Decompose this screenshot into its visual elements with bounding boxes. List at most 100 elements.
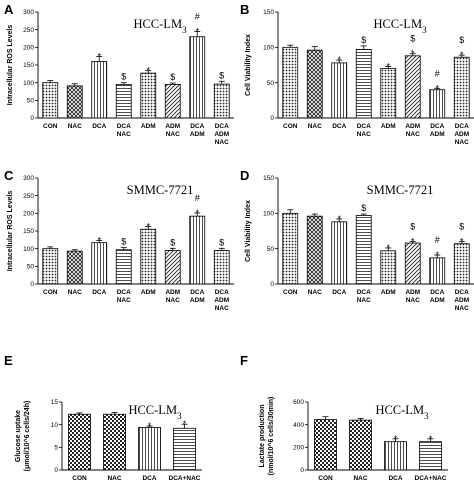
bar [404,242,421,285]
y-tick-label: 300 [23,9,34,16]
y-axis-label: Lactate production [259,404,266,467]
category-label: ADM [165,289,180,296]
significance-marker: * [337,214,341,224]
y-axis-label: Cell Viability Index [245,200,252,262]
y-axis-label-unit: (nmol/10^6 cells/30min) [267,397,275,476]
chart-title: SMMC-7721 [367,183,434,197]
bar [314,419,337,471]
category-label: CON [283,289,298,296]
bar [282,212,299,285]
bar [355,215,372,285]
category-label: ADM [405,289,420,296]
category-label: CON [43,289,58,296]
panel-letter-b: B [240,2,249,17]
bar [66,250,83,285]
significance-marker: # [435,235,440,245]
category-label: CON [283,123,298,130]
category-label: NAC [406,297,420,304]
category-label: DCA [430,289,444,296]
category-label: ADM [430,297,445,304]
y-axis-label: Intracellular ROS Levels [7,191,14,272]
category-label: NAC [117,297,131,304]
category-label: DCA+NAC [415,475,447,482]
bar [164,84,181,119]
category-label: DCA [92,123,106,130]
y-tick-label: 0 [30,281,34,288]
category-label: DCA+NAC [169,475,201,482]
bar [453,56,470,119]
significance-marker: # [435,68,440,78]
y-tick-label: 5 [54,445,58,452]
chart-panel-a: HCC-LM3 0 50 100 150 200 250 300 Intracellular R… [7,9,234,146]
y-tick-label: 100 [263,45,274,52]
significance-marker: * [394,434,398,444]
category-label: DCA [332,123,346,130]
category-label: ADM [454,297,469,304]
bar [189,36,206,119]
chart-title: HCC-LM3 [133,17,187,35]
y-tick-label: 400 [293,422,304,429]
category-label: DCA [117,123,131,130]
significance-marker: * [97,52,101,62]
significance-marker: $ [170,72,175,82]
category-label: DCA [455,289,469,296]
category-label: ADM [430,131,445,138]
significance-marker: * [97,236,101,246]
y-tick-label: 0 [270,115,274,122]
category-label: ADM [165,123,180,130]
bar [429,89,446,119]
significance-marker: * [386,243,390,253]
category-label: CON [72,475,87,482]
y-tick-label: 10 [51,422,59,429]
significance-marker: * [460,237,464,247]
category-label: NAC [166,131,180,138]
y-tick-label: 15 [51,399,59,406]
significance-marker: * [429,434,433,444]
y-tick-label: 150 [263,9,274,16]
bar [68,413,91,471]
significance-marker: * [411,49,415,59]
significance-marker: * [195,26,199,36]
bar [115,84,132,119]
bar [173,427,196,471]
category-label: NAC [68,289,82,296]
bar [213,83,230,119]
y-tick-label: 150 [263,175,274,182]
chart-title: SMMC-7721 [127,183,194,197]
bar [380,250,397,285]
chart-panel-e: HCC-LM3 0 5 10 15 Glucose uptake (μmol/10^6 ce… [15,399,202,482]
y-tick-label: 0 [270,281,274,288]
significance-marker: $ [361,35,366,45]
y-tick-label: 250 [23,193,34,200]
category-label: ADM [190,297,205,304]
bar [419,441,442,471]
category-label: DCA [455,123,469,130]
category-label: ADM [381,289,396,296]
category-label: DCA [388,475,402,482]
significance-marker: $ [121,72,126,82]
significance-marker: $ [121,237,126,247]
significance-marker: # [195,193,200,203]
bar [103,413,126,471]
bar [380,68,397,119]
category-label: DCA [142,475,156,482]
category-label: DCA [215,123,229,130]
category-label: NAC [308,289,322,296]
significance-marker: $ [219,70,224,80]
chart-title: HCC-LM3 [375,403,429,421]
category-label: DCA [357,289,371,296]
significance-marker: * [460,50,464,60]
significance-marker: * [435,83,439,93]
bar [384,441,407,471]
category-label: ADM [141,123,156,130]
chart-title: HCC-LM3 [373,17,427,35]
bar [189,215,206,285]
chart-panel-f: HCC-LM3 0 200 400 600 Lactate production (nmol… [259,397,448,482]
y-tick-label: 0 [30,115,34,122]
category-label: NAC [455,305,469,312]
significance-marker: $ [410,34,415,44]
category-label: NAC [357,131,371,138]
category-label: DCA [117,289,131,296]
y-tick-label: 100 [263,211,274,218]
